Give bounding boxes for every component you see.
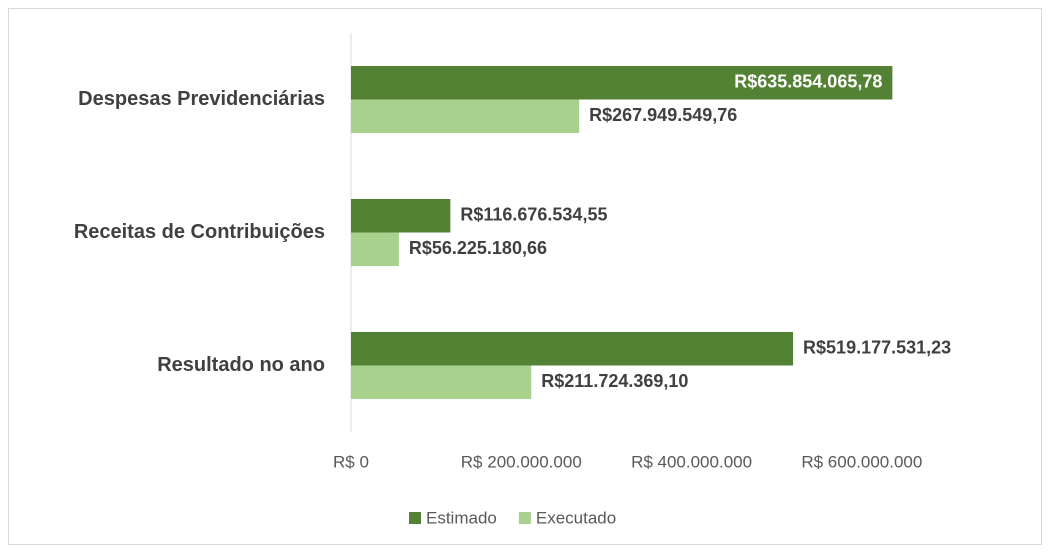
- x-tick-label: R$ 400.000.000: [631, 452, 752, 471]
- data-label: R$211.724.369,10: [541, 371, 688, 391]
- x-tick-label: R$ 200.000.000: [461, 452, 582, 471]
- bar: [351, 99, 580, 133]
- data-label: R$116.676.534,55: [460, 205, 607, 225]
- category-label: Receitas de Contribuições: [74, 221, 325, 243]
- legend-label: Executado: [536, 508, 616, 527]
- bar: [351, 332, 794, 366]
- bar: [351, 66, 893, 100]
- category-label: Resultado no ano: [157, 354, 325, 376]
- bar: [351, 232, 399, 266]
- data-label: R$56.225.180,66: [409, 238, 547, 258]
- x-tick-label: R$ 600.000.000: [801, 452, 922, 471]
- bar: [351, 365, 532, 399]
- data-label: R$267.949.549,76: [589, 105, 737, 125]
- bar: [351, 199, 451, 233]
- category-label: Despesas Previdenciárias: [78, 88, 325, 110]
- legend-label: Estimado: [426, 508, 497, 527]
- legend-swatch: [409, 512, 421, 524]
- data-label: R$635.854.065,78: [734, 72, 882, 92]
- legend-swatch: [518, 512, 531, 524]
- x-tick-label: R$ 0: [333, 452, 369, 471]
- data-label: R$519.177.531,23: [803, 338, 951, 358]
